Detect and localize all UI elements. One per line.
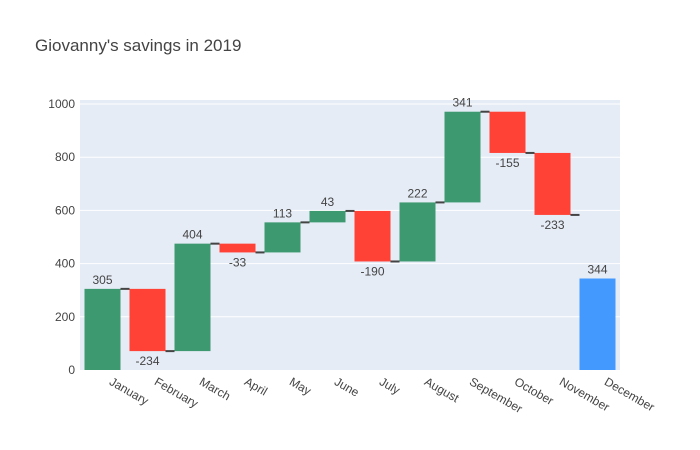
data-label: 341 (452, 96, 472, 110)
bar-december (579, 278, 616, 370)
data-label: -155 (495, 156, 519, 170)
bar-october (489, 111, 526, 153)
x-tick-label: May (287, 374, 314, 397)
data-label: 113 (273, 206, 292, 220)
data-label: 305 (92, 273, 112, 287)
data-label: 344 (587, 262, 607, 276)
y-tick-label: 800 (55, 150, 75, 164)
bar-september (444, 111, 481, 203)
x-tick-label: December (602, 374, 657, 414)
y-tick-label: 400 (55, 257, 75, 271)
data-label: -234 (135, 354, 159, 368)
x-tick-label: January (107, 374, 151, 407)
data-label: -190 (360, 264, 384, 278)
data-label: 222 (407, 186, 427, 200)
x-tick-label: June (332, 374, 362, 399)
data-label: -33 (229, 255, 247, 269)
x-tick-label: November (557, 374, 612, 414)
bar-july (354, 210, 391, 262)
data-labels: 305 -234 404 -33 113 43 -190 222 341 -155 -233 344 (92, 96, 607, 368)
plot-background (80, 100, 620, 370)
x-tick-label: April (242, 374, 270, 398)
chart-title: Giovanny's savings in 2019 (35, 36, 241, 55)
y-tick-label: 0 (68, 363, 75, 377)
bar-june (309, 210, 346, 223)
x-tick-label: March (197, 374, 233, 403)
bar-march (174, 243, 211, 352)
x-tick-label: July (377, 374, 402, 397)
y-tick-label: 1000 (48, 97, 75, 111)
bars (84, 111, 616, 370)
bar-february (129, 288, 166, 352)
data-label: 43 (321, 195, 335, 209)
y-axis-ticks: 0 200 400 600 800 1000 (48, 97, 75, 377)
y-tick-label: 200 (55, 310, 75, 324)
bar-august (399, 202, 436, 262)
bar-may (264, 222, 301, 253)
data-label: 404 (182, 228, 202, 242)
data-label: -233 (540, 218, 564, 232)
y-tick-label: 600 (55, 203, 75, 217)
bar-april (219, 243, 256, 253)
connectors (120, 110, 580, 353)
bar-january (84, 288, 121, 370)
x-tick-label: February (152, 374, 201, 410)
bar-november (534, 152, 571, 215)
x-tick-label: August (422, 374, 462, 405)
